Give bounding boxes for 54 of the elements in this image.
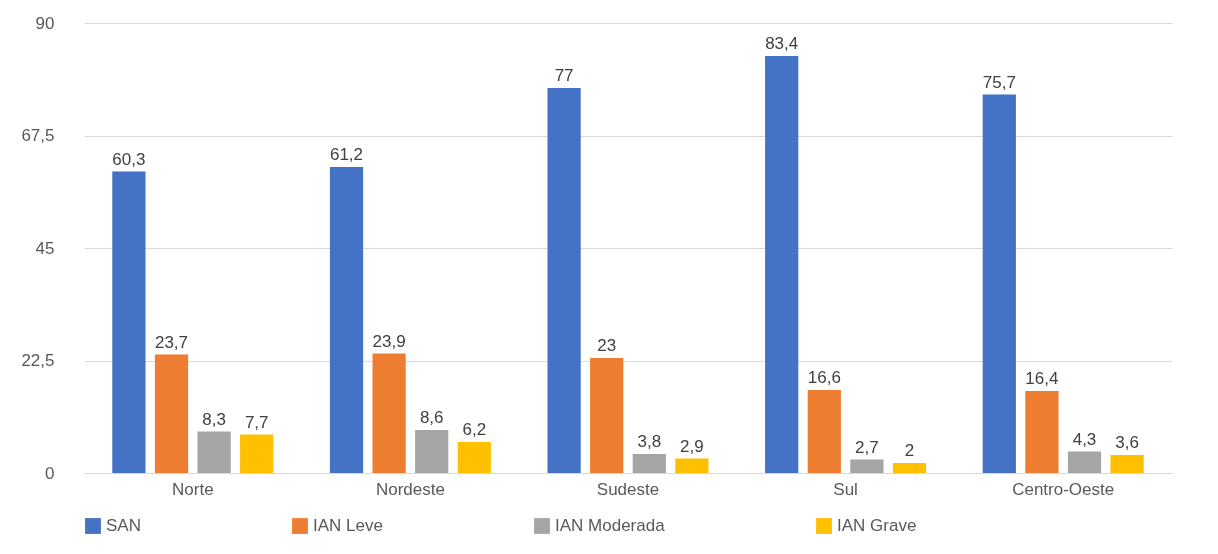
y-tick-label: 45 xyxy=(35,238,55,258)
bar xyxy=(850,459,884,473)
x-tick-label: Norte xyxy=(172,479,214,499)
data-label: 7,7 xyxy=(244,412,269,432)
bar xyxy=(765,56,799,473)
data-label: 8,6 xyxy=(419,408,444,427)
data-label: 77 xyxy=(554,66,574,85)
bar xyxy=(329,167,364,473)
data-label: 2,7 xyxy=(855,437,879,457)
data-label: 16,4 xyxy=(1025,369,1059,388)
bar xyxy=(807,390,841,473)
bar xyxy=(547,88,581,473)
bar xyxy=(590,358,624,473)
bar xyxy=(457,442,491,473)
bar xyxy=(1067,451,1102,473)
x-tick-label: Nordeste xyxy=(375,479,445,499)
bar xyxy=(154,354,189,473)
y-tick-label: 0 xyxy=(45,463,55,483)
x-tick-label: Sudeste xyxy=(596,479,660,499)
legend-label: SAN xyxy=(106,516,141,535)
bar xyxy=(112,171,146,473)
bar xyxy=(197,431,231,473)
y-tick-label: 90 xyxy=(35,13,55,33)
data-label: 23,9 xyxy=(372,331,406,351)
data-label: 83,4 xyxy=(765,34,799,53)
data-label: 60,3 xyxy=(112,149,146,169)
data-label: 23 xyxy=(597,336,617,355)
data-label: 3,8 xyxy=(637,432,662,451)
bar xyxy=(372,353,406,473)
legend-label: IAN Moderada xyxy=(555,516,666,535)
bar xyxy=(415,430,449,473)
bar xyxy=(632,454,666,473)
data-label: 4,3 xyxy=(1072,429,1097,449)
x-tick-label: Sul xyxy=(833,479,858,499)
bar xyxy=(982,94,1016,473)
x-tick-label: Centro-Oeste xyxy=(1012,479,1115,499)
bar xyxy=(892,463,927,473)
legend-label: IAN Leve xyxy=(313,516,383,535)
data-label: 3,6 xyxy=(1115,433,1139,452)
data-label: 8,3 xyxy=(202,409,226,429)
y-tick-label: 67,5 xyxy=(21,126,55,145)
data-label: 16,6 xyxy=(807,368,841,387)
bar xyxy=(1110,455,1144,473)
y-tick-label: 22,5 xyxy=(21,351,55,370)
data-label: 2 xyxy=(904,441,915,460)
bar xyxy=(675,458,709,473)
bar xyxy=(240,434,274,473)
data-label: 23,7 xyxy=(154,332,189,352)
data-label: 61,2 xyxy=(329,145,364,164)
data-label: 2,9 xyxy=(680,436,704,456)
data-label: 6,2 xyxy=(462,420,487,439)
data-label: 75,7 xyxy=(982,72,1016,92)
bar xyxy=(1025,391,1059,473)
legend-label: IAN Grave xyxy=(837,516,917,535)
